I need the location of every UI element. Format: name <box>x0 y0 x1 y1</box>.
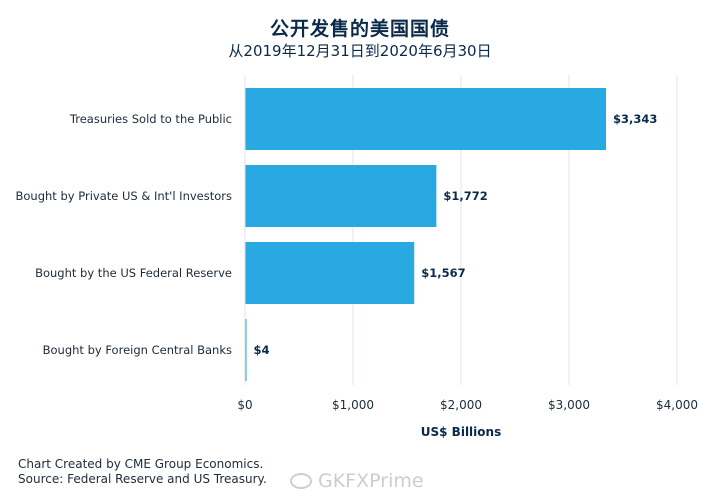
value-label: $4 <box>254 343 270 357</box>
footer-credit: Chart Created by CME Group Economics. <box>18 457 264 471</box>
bar <box>245 319 247 381</box>
category-label: Treasuries Sold to the Public <box>69 112 232 126</box>
bar <box>245 165 437 227</box>
value-label: $1,567 <box>421 266 465 280</box>
watermark-text: GKFXPrime <box>318 470 424 492</box>
bar <box>245 88 607 150</box>
watermark: GKFXPrime <box>290 470 424 492</box>
x-axis-title: US$ Billions <box>421 425 501 439</box>
chart-title: 公开发售的美国国债 <box>269 18 450 40</box>
chart-subtitle: 从2019年12月31日到2020年6月30日 <box>228 42 492 60</box>
x-tick-label: $2,000 <box>440 398 482 412</box>
bar <box>245 242 415 304</box>
weibo-icon <box>290 473 312 489</box>
x-tick-label: $0 <box>237 398 252 412</box>
x-tick-label: $1,000 <box>332 398 374 412</box>
value-label: $3,343 <box>613 112 657 126</box>
value-label: $1,772 <box>443 189 487 203</box>
category-label: Bought by Private US & Int'l Investors <box>16 189 233 203</box>
x-tick-label: $3,000 <box>548 398 590 412</box>
category-label: Bought by the US Federal Reserve <box>35 266 232 280</box>
footer-source: Source: Federal Reserve and US Treasury. <box>18 472 267 486</box>
x-tick-label: $4,000 <box>656 398 698 412</box>
chart-footer: Chart Created by CME Group Economics. So… <box>18 457 267 487</box>
category-label: Bought by Foreign Central Banks <box>43 343 232 357</box>
